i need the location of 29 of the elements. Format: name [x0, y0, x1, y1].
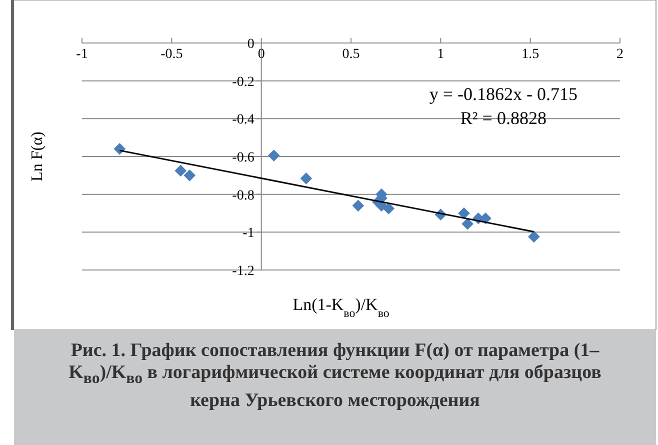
x-tick-label: 1.5 [522, 47, 540, 62]
x-tick-label: 0.5 [342, 47, 360, 62]
point [528, 230, 540, 243]
point [300, 172, 312, 184]
y-tick-label: -0.2 [232, 74, 254, 90]
x-axis-title: Ln(1-K$_{во}$)/K$_{во}$ [292, 295, 390, 320]
y-tick-label: -0.6 [232, 150, 254, 166]
y-tick-label: -0.4 [232, 112, 254, 128]
y-tick-label: -1.2 [232, 264, 254, 279]
point [352, 200, 364, 212]
point [458, 207, 470, 220]
x-tick-label: -0.5 [160, 47, 183, 62]
x-tick-label: 2 [616, 47, 624, 62]
point [382, 202, 395, 214]
point [268, 150, 280, 162]
y-tick-label: -1 [242, 226, 254, 242]
point [184, 170, 196, 182]
x-tick-label: 1 [437, 47, 444, 62]
x-tick-label: -1 [76, 47, 88, 62]
y-tick-label: -0.8 [232, 188, 254, 204]
y-tick-label: 0 [247, 37, 254, 52]
annotation: y = -0.1862x - 0.715 [429, 84, 578, 104]
x-tick-label: 0 [258, 47, 265, 62]
annotation: R² = 0.8828 [460, 108, 546, 128]
point [114, 143, 126, 155]
point [462, 218, 474, 230]
y-axis-title: Ln F(α) [29, 132, 46, 182]
point [174, 164, 187, 177]
text: Рис. 1. График сопоставления функции F(α) от параметра (1–K$_{во}$)/K$_{во}$ в логарифмической системе координат для образцов керна Урьевского месторождения [14, 330, 656, 445]
